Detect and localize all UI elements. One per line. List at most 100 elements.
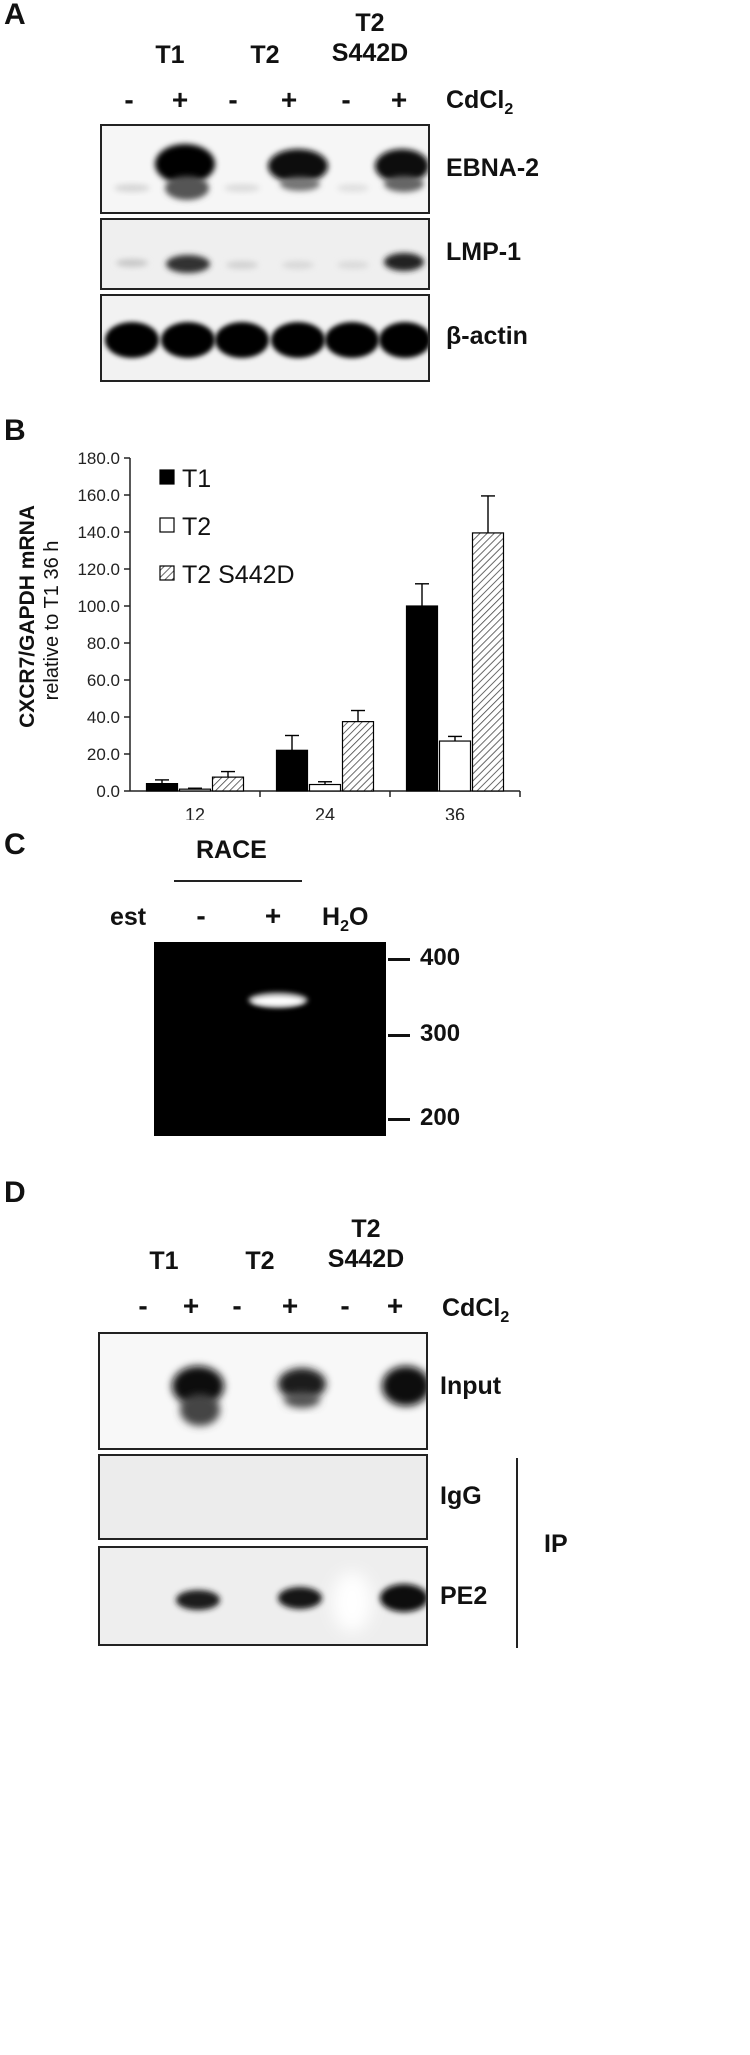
band-ebna2-lane5 bbox=[337, 184, 369, 192]
panel-d-lane-t2: T2 bbox=[245, 1247, 275, 1275]
band-input-lane2-smear bbox=[180, 1394, 220, 1426]
band-pe2-lane6 bbox=[380, 1584, 426, 1612]
panel-a-sign-6: + bbox=[390, 84, 408, 115]
band-ebna2-lane6 bbox=[375, 149, 428, 183]
y-tick-label-1: 20.0 bbox=[87, 745, 120, 764]
panel-a-sign-2: + bbox=[171, 84, 189, 115]
bar-t1-36 bbox=[405, 605, 439, 792]
marker-tick-400 bbox=[388, 958, 410, 961]
band-lmp1-lane4 bbox=[282, 261, 314, 269]
panel-a-sign-4: + bbox=[280, 84, 298, 115]
blot-pe2-artifact bbox=[332, 1572, 372, 1632]
label-input: Input bbox=[440, 1372, 502, 1400]
blot-ebna2-bands bbox=[114, 144, 428, 200]
legend-swatch-t1 bbox=[159, 469, 175, 485]
y-tick-label-4: 80.0 bbox=[87, 634, 120, 653]
y-tick-label-5: 100.0 bbox=[77, 597, 120, 616]
band-lmp1-lane1 bbox=[116, 259, 148, 267]
band-lmp1-lane3 bbox=[226, 261, 258, 269]
marker-tick-300 bbox=[388, 1034, 410, 1037]
panel-d-treatment-label: CdCl2 bbox=[442, 1294, 510, 1326]
band-lmp1-lane5 bbox=[337, 261, 369, 269]
ip-label: IP bbox=[544, 1530, 568, 1558]
panel-c-letter: C bbox=[4, 828, 26, 861]
panel-d-lane-t2-s442d: T2 S442D bbox=[327, 1215, 405, 1273]
panel-c-sign-minus: - bbox=[196, 900, 206, 931]
band-lmp1-lane6 bbox=[384, 253, 424, 271]
panel-a-sign-1: - bbox=[124, 84, 134, 115]
panel-a-lane-t2: T2 bbox=[250, 41, 280, 69]
bar-t1-24 bbox=[275, 749, 309, 792]
water-label: H2O bbox=[322, 903, 369, 935]
y-axis-label-2: relative to T1 36 h bbox=[41, 541, 63, 701]
panel-d-lane-t1: T1 bbox=[149, 1247, 179, 1275]
label-ebna2: EBNA-2 bbox=[446, 154, 540, 182]
bar-chart-svg: 0.0 20.0 40.0 60.0 80.0 100.0 120.0 140.0 160.0 1… bbox=[16, 449, 521, 863]
band-actin-lane2 bbox=[161, 322, 215, 358]
band-actin-lane4 bbox=[271, 322, 325, 358]
band-input-lane4 bbox=[278, 1368, 326, 1400]
label-pe2: PE2 bbox=[440, 1582, 488, 1610]
band-pe2-lane4 bbox=[278, 1587, 322, 1609]
band-pe2-lane2 bbox=[176, 1590, 220, 1610]
panel-c-sign-plus: + bbox=[264, 900, 282, 931]
gel-image bbox=[154, 942, 386, 1136]
blot-ebna2 bbox=[100, 124, 430, 214]
band-actin-lane6 bbox=[379, 322, 428, 358]
race-underline bbox=[174, 880, 302, 882]
x-tick-label-1: 24 bbox=[315, 805, 335, 820]
blot-beta-actin-bands bbox=[105, 322, 428, 358]
panel-a-lane-t1: T1 bbox=[155, 41, 185, 69]
bar-t2-s442d-12 bbox=[211, 776, 245, 792]
blot-lmp1-bands bbox=[116, 253, 424, 273]
y-tick-label-3: 60.0 bbox=[87, 671, 120, 690]
y-tick-label-8: 160.0 bbox=[77, 486, 120, 505]
ip-bracket bbox=[516, 1458, 518, 1648]
band-actin-lane1 bbox=[105, 322, 159, 358]
blot-pe2-bands bbox=[176, 1572, 426, 1632]
bar-t2-s442d-24 bbox=[341, 721, 375, 792]
blot-lmp1 bbox=[100, 218, 430, 290]
band-input-lane2 bbox=[172, 1366, 224, 1406]
panel-a-sign-3: - bbox=[228, 84, 238, 115]
y-tick-label-6: 120.0 bbox=[77, 560, 120, 579]
bar-t2-24 bbox=[308, 783, 342, 792]
bar-chart: 0.0 20.0 40.0 60.0 80.0 100.0 120.0 140.0 160.0 1… bbox=[0, 440, 750, 863]
band-ebna2-lane3 bbox=[224, 184, 260, 192]
band-lmp1-lane2 bbox=[166, 255, 210, 273]
panel-b-letter: B bbox=[4, 414, 26, 447]
band-ebna2-lane4 bbox=[268, 149, 328, 183]
bar-t2-36 bbox=[438, 740, 472, 792]
blot-igg bbox=[98, 1454, 428, 1540]
bar-t2-s442d-36 bbox=[471, 532, 505, 792]
band-input-lane4-smear bbox=[284, 1392, 320, 1408]
band-input-lane6 bbox=[382, 1366, 426, 1406]
blot-pe2 bbox=[98, 1546, 428, 1646]
y-tick-label-7: 140.0 bbox=[77, 523, 120, 542]
band-ebna2-lane2-smear bbox=[165, 176, 209, 200]
y-tick-label-9: 180.0 bbox=[77, 449, 120, 468]
y-axis-label: CXCR7/GAPDH mRNA bbox=[16, 505, 39, 728]
label-igg: IgG bbox=[440, 1482, 482, 1510]
bar-t2-12 bbox=[178, 788, 212, 792]
panel-a-treatment-label: CdCl2 bbox=[446, 86, 514, 118]
legend-label-t1: T1 bbox=[182, 465, 211, 493]
blot-input bbox=[98, 1332, 428, 1450]
blot-input-bands bbox=[172, 1366, 426, 1426]
panel-a-lane-t2-s442d: T2 S442D bbox=[331, 9, 409, 67]
y-tick-label-2: 40.0 bbox=[87, 708, 120, 727]
legend-swatch-t2-s442d bbox=[159, 565, 175, 581]
band-ebna2-lane1 bbox=[114, 184, 150, 192]
gel-band-300 bbox=[252, 996, 304, 1006]
panel-d-letter: D bbox=[4, 1176, 26, 1209]
band-actin-lane5 bbox=[325, 322, 379, 358]
legend-label-t2-s442d: T2 S442D bbox=[182, 561, 295, 589]
label-lmp1: LMP-1 bbox=[446, 238, 521, 266]
band-ebna2-lane6-smear bbox=[384, 176, 424, 192]
marker-300: 300 bbox=[420, 1020, 461, 1047]
panel-a-letter: A bbox=[4, 0, 26, 31]
panel-d-sign-6: + bbox=[386, 1290, 404, 1321]
panel-d-sign-4: + bbox=[281, 1290, 299, 1321]
blot-beta-actin bbox=[100, 294, 430, 382]
race-title: RACE bbox=[196, 836, 267, 864]
